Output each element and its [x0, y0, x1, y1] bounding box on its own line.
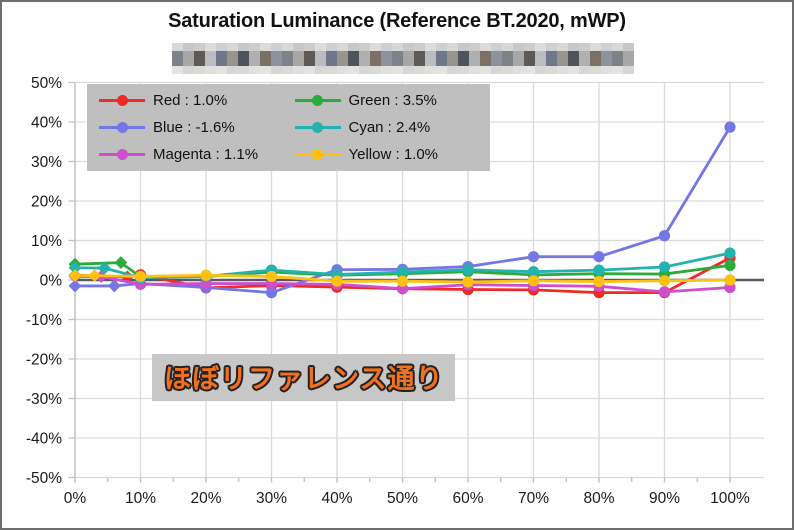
circle-marker-yellow: [658, 275, 671, 287]
circle-marker-yellow: [134, 270, 147, 283]
y-tick-label: -30%: [26, 391, 62, 408]
y-tick-label: 0%: [40, 273, 63, 290]
redacted-row: [172, 66, 634, 74]
circle-marker-yellow: [396, 275, 409, 287]
circle-marker-blue: [527, 251, 540, 263]
x-tick-label: 70%: [518, 490, 549, 507]
annotation-box: ほぼリファレンス通り: [152, 354, 456, 401]
y-tick-label: -40%: [26, 431, 62, 448]
circle-marker-blue: [724, 121, 736, 133]
axis-labels: 50%40%30%20%10%0%-10%-20%-30%-40%-50%0% 1…: [26, 75, 750, 507]
circle-marker-yellow: [593, 275, 605, 288]
y-tick-label: -20%: [26, 352, 62, 369]
circle-marker-yellow: [331, 275, 343, 287]
legend-entry-red: Red : 1.0%: [99, 92, 295, 109]
series-line-magenta: [73, 275, 732, 294]
legend-entry-blue: Blue : -1.6%: [99, 119, 295, 136]
circle-marker-cyan: [593, 264, 605, 276]
y-tick-label: 30%: [31, 154, 62, 171]
legend-entry-green: Green : 3.5%: [294, 92, 491, 109]
x-tick-label: 90%: [649, 490, 680, 507]
redacted-row: [172, 51, 634, 66]
x-tick-label: 100%: [710, 490, 750, 507]
diamond-marker-cyan: [98, 261, 111, 275]
legend-label: Red : 1.0%: [153, 92, 228, 109]
legend-label: Blue : -1.6%: [153, 119, 235, 136]
circle-marker-cyan: [396, 266, 409, 278]
y-tick-label: -10%: [26, 312, 62, 329]
y-tick-label: 50%: [31, 75, 62, 92]
legend-marker-yellow-icon: [294, 149, 341, 161]
legend-entry-yellow: Yellow : 1.0%: [294, 146, 491, 163]
circle-marker-green: [724, 259, 736, 271]
series-line-yellow: [73, 273, 732, 284]
diamond-marker-blue: [68, 279, 82, 293]
circle-marker-yellow: [527, 275, 540, 287]
diamond-marker-cyan: [68, 261, 82, 275]
circle-marker-cyan: [462, 264, 474, 276]
y-tick-label: 20%: [31, 194, 62, 211]
circle-marker-yellow: [724, 274, 736, 286]
legend-box: Red : 1.0% Blue : -1.6% Magenta : 1.1% Gree…: [87, 84, 490, 171]
legend-label: Magenta : 1.1%: [153, 146, 259, 163]
y-tick-label: -50%: [26, 470, 62, 487]
legend-marker-cyan-icon: [294, 122, 341, 134]
circle-marker-magenta: [658, 286, 671, 298]
diamond-marker-yellow: [68, 269, 82, 283]
legend-label: Yellow : 1.0%: [348, 146, 439, 163]
circle-marker-blue: [658, 230, 671, 242]
series-yellow: [68, 269, 736, 288]
circle-marker-yellow: [200, 269, 212, 281]
x-tick-label: 50%: [387, 490, 418, 507]
x-tick-label: 20%: [190, 490, 221, 507]
legend-entry-cyan: Cyan : 2.4%: [294, 119, 491, 136]
legend-marker-magenta-icon: [99, 149, 145, 161]
legend-marker-green-icon: [294, 95, 341, 107]
x-tick-label: 30%: [256, 490, 287, 507]
y-tick-label: 10%: [31, 233, 62, 250]
x-tick-label: 0%: [64, 490, 87, 507]
x-tick-label: 80%: [583, 490, 614, 507]
x-tick-label: 60%: [452, 490, 483, 507]
annotation-text: ほぼリファレンス通り: [164, 364, 444, 394]
legend-marker-red-icon: [99, 95, 145, 107]
circle-marker-yellow: [462, 276, 474, 288]
x-tick-label: 40%: [321, 490, 352, 507]
diamond-marker-green: [114, 256, 128, 270]
legend-entry-magenta: Magenta : 1.1%: [99, 146, 295, 163]
circle-marker-cyan: [527, 266, 540, 278]
circle-marker-cyan: [658, 261, 671, 273]
circle-marker-blue: [265, 287, 278, 299]
y-tick-label: 40%: [31, 115, 62, 132]
x-tick-label: 10%: [125, 490, 156, 507]
circle-marker-blue: [593, 251, 605, 263]
diamond-marker-yellow: [88, 269, 102, 283]
legend-label: Green : 3.5%: [348, 92, 437, 109]
subtitle-redacted: [172, 43, 634, 74]
legend-marker-blue-icon: [99, 122, 145, 134]
redacted-row: [172, 43, 634, 51]
chart-title: Saturation Luminance (Reference BT.2020,…: [168, 10, 626, 32]
legend-label: Cyan : 2.4%: [348, 119, 431, 136]
diamond-marker-blue: [107, 279, 121, 293]
circle-marker-yellow: [265, 270, 278, 283]
circle-marker-cyan: [724, 247, 736, 259]
